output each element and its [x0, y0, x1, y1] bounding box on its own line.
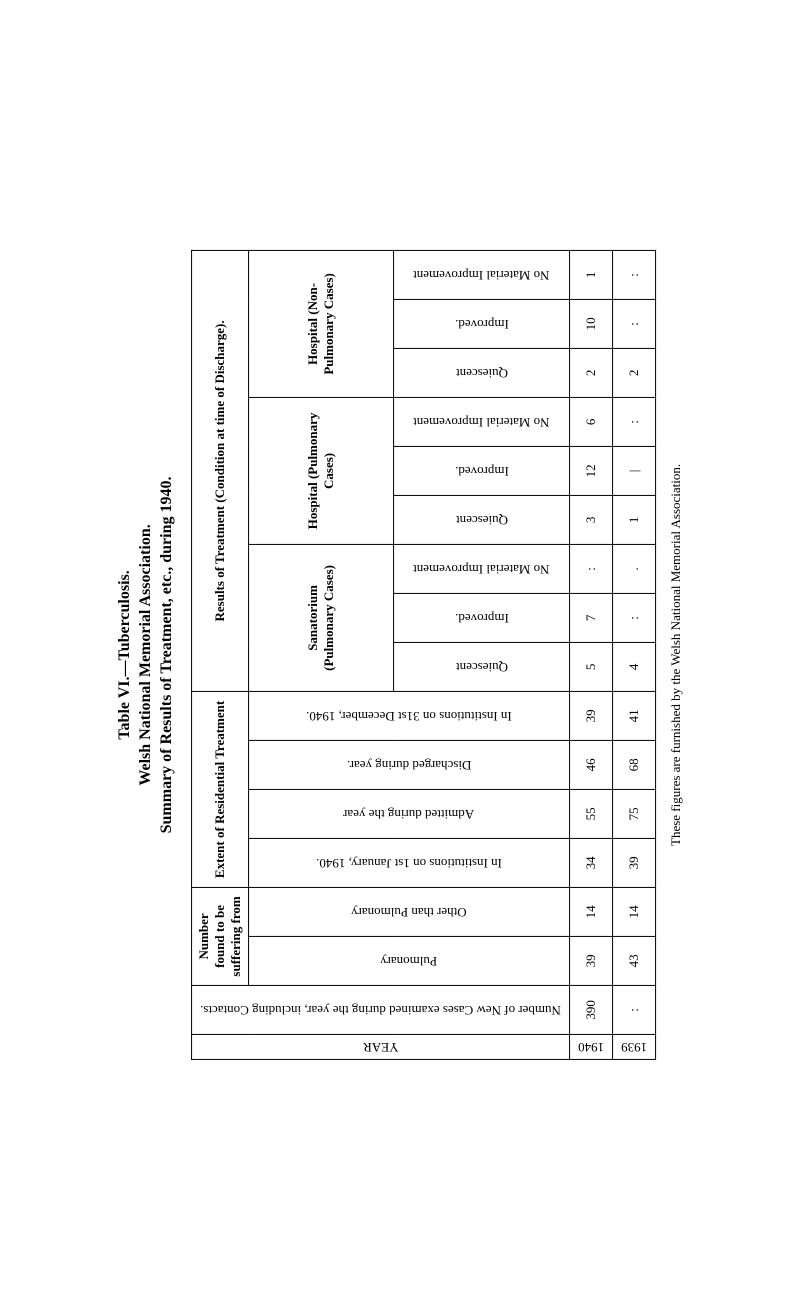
col-pulmonary: Pulmonary	[249, 936, 570, 985]
col-hn-i: Improved.	[394, 299, 570, 348]
col-san-n: No Material Improvement	[394, 544, 570, 593]
col-year: YEAR	[192, 1034, 570, 1059]
title-block: Table VI.—Tuberculosis. Welsh National M…	[116, 477, 176, 834]
cell-ext2-1940: 55	[569, 789, 612, 838]
table-number: Table VI.—Tuberculosis.	[116, 477, 134, 834]
page-container: Table VI.—Tuberculosis. Welsh National M…	[116, 250, 684, 1060]
results-table: YEAR Number of New Cases examined during…	[191, 250, 656, 1060]
cell-hpn-1940: 6	[569, 397, 612, 446]
col-hn-q: Quiescent	[394, 348, 570, 397]
col-extent-group: Extent of Residential Treatment	[192, 691, 249, 887]
cell-pulm-1940: 39	[569, 936, 612, 985]
cell-ext3-1940: 46	[569, 740, 612, 789]
data-row-1940: 1940 390 39 14 34 55 46 39 5 7 : 3 12 6 …	[569, 250, 612, 1059]
cell-ext4-1940: 39	[569, 691, 612, 740]
footnote: These figures are furnished by the Welsh…	[668, 464, 684, 846]
cell-sann-1940: :	[569, 544, 612, 593]
cell-newcases-1940: 390	[569, 985, 612, 1034]
association-name: Welsh National Memorial Association.	[137, 477, 155, 834]
cell-sann-1939: .	[612, 544, 655, 593]
col-san-q: Quiescent	[394, 642, 570, 691]
cell-ext1-1939: 39	[612, 838, 655, 887]
data-row-1939: 1939 : 43 14 39 75 68 41 4 : . 1 | : 2 :…	[612, 250, 655, 1059]
col-hosp-pulm: Hospital (Pulmonary Cases)	[249, 397, 394, 544]
cell-sani-1939: :	[612, 593, 655, 642]
cell-hnn-1939: :	[612, 250, 655, 299]
cell-sanq-1940: 5	[569, 642, 612, 691]
cell-ext1-1940: 34	[569, 838, 612, 887]
cell-hnq-1940: 2	[569, 348, 612, 397]
cell-sanq-1939: 4	[612, 642, 655, 691]
col-number-found: Number found to be suffering from	[192, 887, 249, 985]
col-other: Other than Pulmonary	[249, 887, 570, 936]
cell-ext2-1939: 75	[612, 789, 655, 838]
col-ext3: Discharged during year.	[249, 740, 570, 789]
col-ext2: Admitted during the year	[249, 789, 570, 838]
cell-hpq-1939: 1	[612, 495, 655, 544]
cell-ext3-1939: 68	[612, 740, 655, 789]
cell-newcases-1939: :	[612, 985, 655, 1034]
cell-hpi-1939: |	[612, 446, 655, 495]
cell-hni-1939: :	[612, 299, 655, 348]
header-row-1: YEAR Number of New Cases examined during…	[192, 250, 249, 1059]
col-hn-n: No Material Improvement	[394, 250, 570, 299]
cell-pulm-1939: 43	[612, 936, 655, 985]
cell-other-1940: 14	[569, 887, 612, 936]
col-ext4: In Institutions on 31st December, 1940.	[249, 691, 570, 740]
cell-year-1939: 1939	[612, 1034, 655, 1059]
col-hosp-non: Hospital (Non-Pulmonary Cases)	[249, 250, 394, 397]
col-hp-i: Improved.	[394, 446, 570, 495]
col-hp-q: Quiescent	[394, 495, 570, 544]
cell-sani-1940: 7	[569, 593, 612, 642]
col-new-cases: Number of New Cases examined during the …	[192, 985, 570, 1034]
cell-other-1939: 14	[612, 887, 655, 936]
cell-ext4-1939: 41	[612, 691, 655, 740]
cell-year-1940: 1940	[569, 1034, 612, 1059]
col-sanatorium: Sanatorium (Pulmonary Cases)	[249, 544, 394, 691]
col-results-group: Results of Treatment (Condition at time …	[192, 250, 249, 691]
col-san-i: Improved.	[394, 593, 570, 642]
cell-hpi-1940: 12	[569, 446, 612, 495]
col-ext1: In Institutions on 1st January, 1940.	[249, 838, 570, 887]
cell-hni-1940: 10	[569, 299, 612, 348]
cell-hnn-1940: 1	[569, 250, 612, 299]
summary-title: Summary of Results of Treatment, etc., d…	[158, 477, 176, 834]
col-hp-n: No Material Improvement	[394, 397, 570, 446]
cell-hpn-1939: :	[612, 397, 655, 446]
cell-hnq-1939: 2	[612, 348, 655, 397]
cell-hpq-1940: 3	[569, 495, 612, 544]
header-row-2: Pulmonary Other than Pulmonary In Instit…	[249, 250, 394, 1059]
